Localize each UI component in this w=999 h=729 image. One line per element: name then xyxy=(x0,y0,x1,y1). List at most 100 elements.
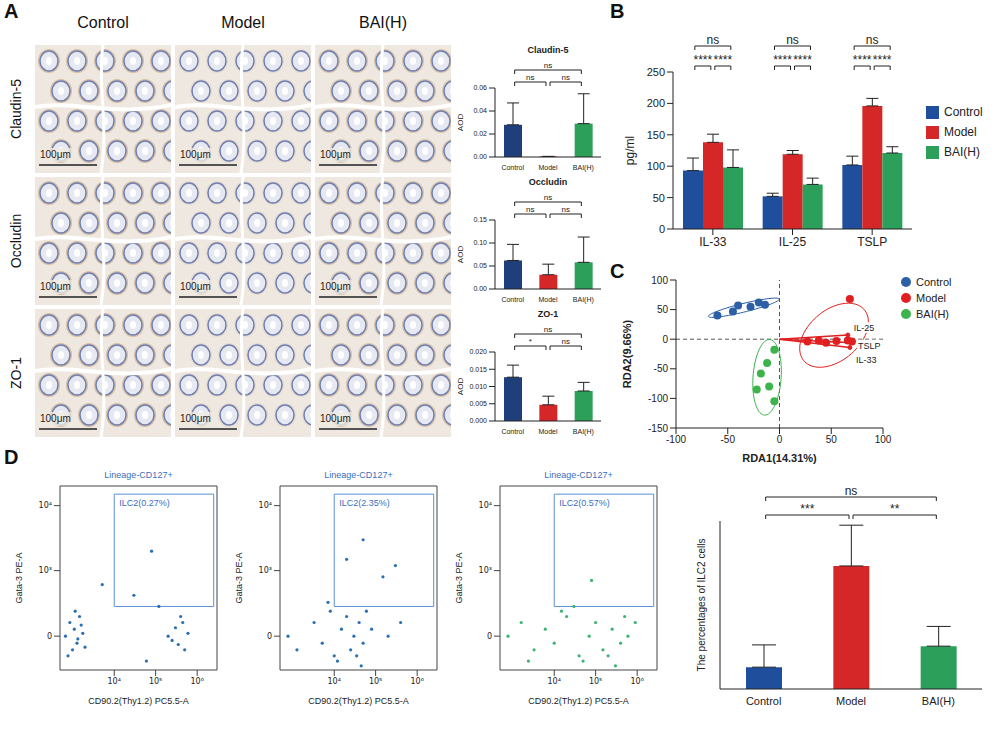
svg-text:ns: ns xyxy=(561,337,569,346)
svg-text:IL-33: IL-33 xyxy=(856,355,877,365)
svg-text:100μm: 100μm xyxy=(320,281,351,292)
svg-text:10³: 10³ xyxy=(39,566,52,575)
svg-text:ns: ns xyxy=(561,205,569,214)
svg-text:****: **** xyxy=(773,53,792,67)
svg-text:10⁵: 10⁵ xyxy=(369,677,382,686)
svg-text:150: 150 xyxy=(647,129,665,141)
svg-text:0: 0 xyxy=(267,632,272,641)
svg-text:ns: ns xyxy=(561,73,569,82)
svg-text:ILC2(0.57%): ILC2(0.57%) xyxy=(559,498,610,508)
svg-text:IL-25: IL-25 xyxy=(854,323,875,333)
svg-text:-100: -100 xyxy=(648,393,668,404)
svg-text:0.06: 0.06 xyxy=(473,84,487,91)
svg-text:0: 0 xyxy=(487,632,492,641)
svg-text:CD90.2(Thy1.2) PC5.5-A: CD90.2(Thy1.2) PC5.5-A xyxy=(88,696,189,706)
svg-text:ns: ns xyxy=(544,325,552,334)
svg-text:10⁴: 10⁴ xyxy=(479,501,492,510)
svg-text:0.05: 0.05 xyxy=(473,262,487,269)
svg-text:100μm: 100μm xyxy=(180,413,211,424)
svg-text:100μm: 100μm xyxy=(40,413,71,424)
svg-text:0.10: 0.10 xyxy=(473,239,487,246)
svg-text:ns: ns xyxy=(544,61,552,70)
svg-text:100: 100 xyxy=(647,160,665,172)
svg-text:Gata-3 PE-A: Gata-3 PE-A xyxy=(234,552,244,603)
svg-text:ns: ns xyxy=(786,33,799,47)
svg-text:CD90.2(Thy1.2) PC5.5-A: CD90.2(Thy1.2) PC5.5-A xyxy=(528,696,629,706)
svg-text:100: 100 xyxy=(651,275,668,286)
svg-text:IL-25: IL-25 xyxy=(779,235,807,249)
svg-text:0.005: 0.005 xyxy=(469,400,487,407)
svg-text:10⁴: 10⁴ xyxy=(548,677,561,686)
svg-text:Control: Control xyxy=(501,296,524,303)
svg-text:RDA2(9.66%): RDA2(9.66%) xyxy=(621,319,633,388)
svg-text:100μm: 100μm xyxy=(320,149,351,160)
svg-text:TSLP: TSLP xyxy=(858,341,881,351)
svg-text:0: 0 xyxy=(662,334,668,345)
svg-text:0.00: 0.00 xyxy=(473,153,487,160)
svg-text:****: **** xyxy=(873,53,892,67)
svg-text:10⁶: 10⁶ xyxy=(630,677,643,686)
svg-text:10⁵: 10⁵ xyxy=(589,677,602,686)
svg-text:****: **** xyxy=(693,53,712,67)
svg-text:AOD: AOD xyxy=(456,378,465,396)
svg-text:ns: ns xyxy=(706,33,719,47)
svg-text:Control: Control xyxy=(746,695,781,707)
svg-text:Model: Model xyxy=(538,296,558,303)
svg-text:ILC2(0.27%): ILC2(0.27%) xyxy=(119,498,170,508)
svg-text:TSLP: TSLP xyxy=(857,235,887,249)
svg-text:10⁴: 10⁴ xyxy=(259,501,272,510)
svg-text:0.015: 0.015 xyxy=(469,366,487,373)
svg-text:0.02: 0.02 xyxy=(473,130,487,137)
svg-text:10⁶: 10⁶ xyxy=(190,677,203,686)
svg-text:*: * xyxy=(529,337,532,346)
svg-text:50: 50 xyxy=(657,304,669,315)
svg-text:0.04: 0.04 xyxy=(473,107,487,114)
svg-text:Model: Model xyxy=(836,695,866,707)
svg-text:100μm: 100μm xyxy=(180,149,211,160)
svg-text:-50: -50 xyxy=(721,434,736,445)
svg-text:BAI(H): BAI(H) xyxy=(573,428,594,436)
svg-text:10⁵: 10⁵ xyxy=(149,677,162,686)
svg-text:10⁴: 10⁴ xyxy=(328,677,341,686)
svg-text:10⁴: 10⁴ xyxy=(108,677,121,686)
svg-text:RDA1(14.31%): RDA1(14.31%) xyxy=(742,452,817,464)
svg-text:200: 200 xyxy=(647,97,665,109)
svg-text:50: 50 xyxy=(826,434,838,445)
svg-text:Gata-3 PE-A: Gata-3 PE-A xyxy=(14,552,24,603)
svg-text:Control: Control xyxy=(501,164,524,171)
svg-text:0.010: 0.010 xyxy=(469,383,487,390)
svg-text:****: **** xyxy=(793,53,812,67)
svg-text:0: 0 xyxy=(47,632,52,641)
svg-text:0: 0 xyxy=(777,434,783,445)
svg-text:***: *** xyxy=(800,502,814,516)
svg-text:250: 250 xyxy=(647,66,665,78)
svg-text:ns: ns xyxy=(866,33,879,47)
svg-text:IL-33: IL-33 xyxy=(699,235,727,249)
svg-text:ns: ns xyxy=(845,484,858,498)
svg-text:0.020: 0.020 xyxy=(469,348,487,355)
svg-text:ns: ns xyxy=(544,193,552,202)
svg-text:100μm: 100μm xyxy=(320,413,351,424)
svg-text:10³: 10³ xyxy=(259,566,272,575)
svg-text:10⁴: 10⁴ xyxy=(39,501,52,510)
svg-text:BAI(H): BAI(H) xyxy=(573,296,594,304)
svg-text:ILC2(2.35%): ILC2(2.35%) xyxy=(339,498,390,508)
svg-text:BAI(H): BAI(H) xyxy=(922,695,955,707)
svg-text:-100: -100 xyxy=(666,434,686,445)
svg-text:AOD: AOD xyxy=(456,246,465,264)
svg-text:Control: Control xyxy=(501,428,524,435)
svg-text:50: 50 xyxy=(653,192,665,204)
svg-text:0: 0 xyxy=(659,223,665,235)
svg-text:100μm: 100μm xyxy=(180,281,211,292)
svg-text:****: **** xyxy=(853,53,872,67)
svg-text:AOD: AOD xyxy=(456,114,465,132)
svg-text:Model: Model xyxy=(538,428,558,435)
svg-text:-150: -150 xyxy=(648,423,668,434)
svg-text:100μm: 100μm xyxy=(40,281,71,292)
svg-text:Model: Model xyxy=(538,164,558,171)
svg-text:****: **** xyxy=(713,53,732,67)
svg-text:pg/ml: pg/ml xyxy=(623,136,637,165)
svg-text:100: 100 xyxy=(875,434,892,445)
svg-text:0.000: 0.000 xyxy=(469,417,487,424)
svg-text:BAI(H): BAI(H) xyxy=(573,164,594,172)
